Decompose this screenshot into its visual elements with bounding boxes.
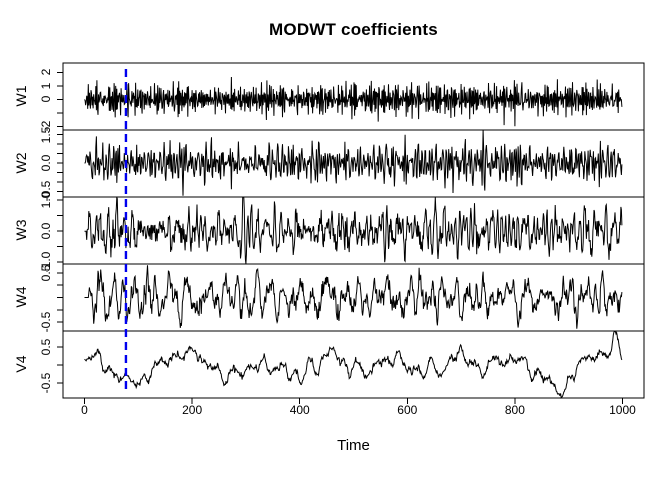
y-tick-label: 1.0 bbox=[39, 191, 53, 209]
x-tick-label: 1000 bbox=[609, 403, 636, 417]
y-tick-label: 0.5 bbox=[39, 264, 53, 282]
series-v4 bbox=[84, 330, 623, 399]
x-tick-label: 600 bbox=[397, 403, 418, 417]
series-w4 bbox=[84, 265, 623, 329]
series-w2 bbox=[84, 130, 623, 196]
x-tick-label: 400 bbox=[289, 403, 310, 417]
y-tick-label: 0 bbox=[39, 96, 53, 103]
y-tick-label: -0.5 bbox=[39, 311, 53, 333]
y-tick-label: 2 bbox=[39, 69, 53, 76]
x-axis-title: Time bbox=[337, 437, 370, 454]
chart-title: MODWT coefficients bbox=[269, 20, 438, 39]
y-tick-label: 0.0 bbox=[39, 222, 53, 240]
y-tick-label: 0.5 bbox=[39, 338, 53, 356]
x-tick-label: 0 bbox=[81, 403, 88, 417]
y-tick-label: 1 bbox=[39, 82, 53, 90]
series-w1 bbox=[84, 76, 623, 127]
x-tick-label: 200 bbox=[182, 403, 203, 417]
y-tick-label: 1.5 bbox=[39, 126, 53, 143]
y-tick-label: 0.0 bbox=[39, 154, 53, 172]
x-tick-label: 800 bbox=[504, 403, 525, 417]
series-w3 bbox=[84, 196, 623, 264]
plot-box bbox=[62, 62, 645, 399]
y-tick-label: -0.5 bbox=[39, 372, 53, 394]
